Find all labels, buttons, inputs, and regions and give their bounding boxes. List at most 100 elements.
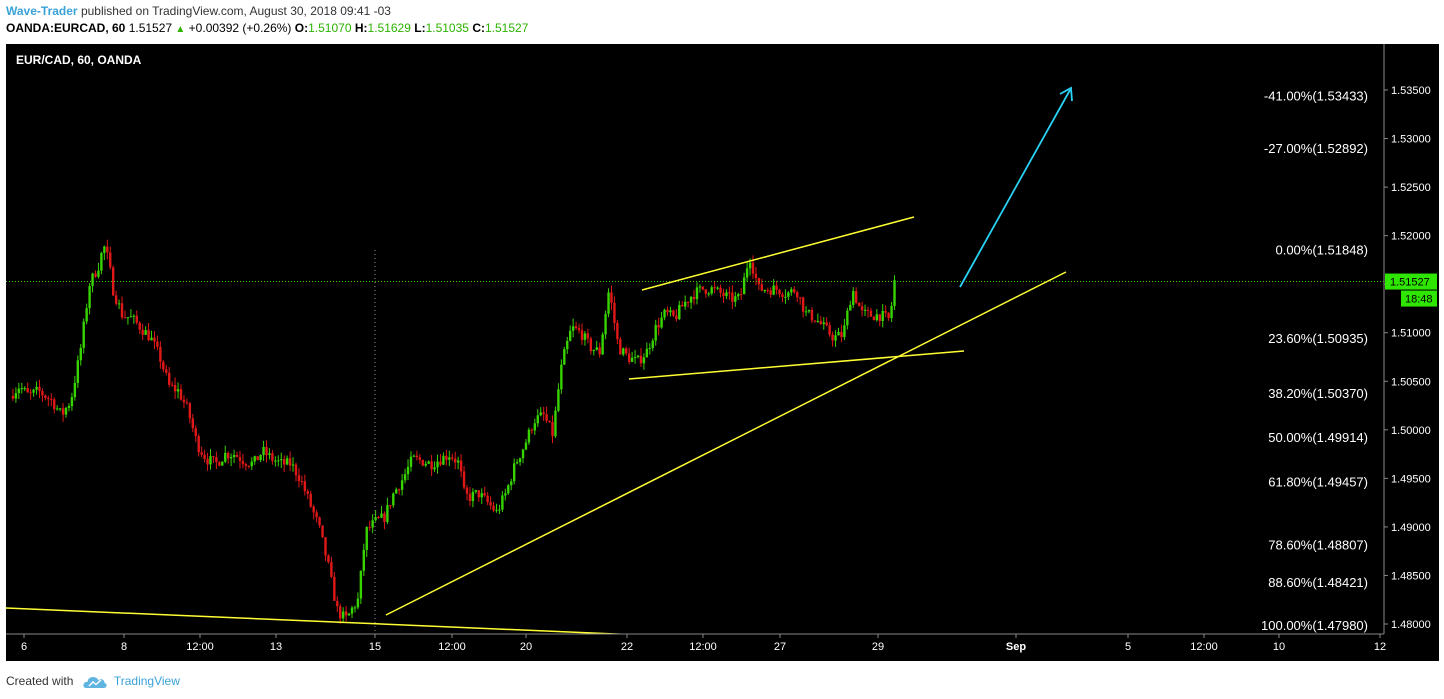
candle-body [44, 395, 47, 398]
last-price-badge-label: 1.51527 [1390, 277, 1430, 289]
time-tick-label: 12:00 [186, 641, 214, 653]
lower-support-trendline [6, 607, 663, 637]
candle-body [153, 337, 156, 342]
candle-body [318, 517, 321, 526]
candle-body [58, 408, 62, 410]
candle-body [707, 293, 710, 295]
candle-body [224, 452, 227, 462]
candle-body [395, 489, 398, 494]
projection-arrowhead [1059, 86, 1073, 102]
candle-body [132, 315, 136, 317]
candle-body [563, 349, 566, 365]
time-tick-label: 29 [872, 641, 884, 653]
candle-body [840, 331, 843, 337]
tradingview-cloud-icon [83, 676, 107, 688]
candle-body [492, 505, 495, 511]
time-tick-label: 12:00 [1190, 641, 1218, 653]
candle-body [772, 285, 775, 295]
candle-body [371, 520, 374, 528]
candle-body [586, 333, 590, 339]
candle-body [448, 457, 451, 460]
candle-body [430, 461, 433, 470]
candle-body [82, 321, 85, 348]
candle-body [392, 493, 395, 506]
candle-body [324, 537, 327, 556]
candle-body [389, 505, 392, 507]
price-tick-label: 1.51000 [1391, 328, 1431, 340]
candle-body [807, 309, 811, 312]
candle-body [731, 292, 734, 302]
candle-body [813, 320, 817, 322]
price-tick-label: 1.50000 [1391, 425, 1431, 437]
candle-body [654, 325, 657, 341]
candle-body [480, 493, 483, 498]
publish-header: Wave-Trader published on TradingView.com… [6, 4, 391, 18]
close-value: 1.51527 [484, 21, 529, 35]
candle-body [29, 392, 32, 394]
author-link[interactable]: Wave-Trader [6, 4, 78, 18]
fib-level-label: 50.00%(1.49914) [1268, 430, 1368, 445]
candle-body [486, 495, 489, 503]
price-tick-label: 1.49500 [1391, 473, 1431, 485]
candle-body [760, 284, 764, 291]
candle-body [852, 291, 855, 305]
candle-body [232, 454, 236, 458]
price-tick-label: 1.52500 [1391, 182, 1431, 194]
candle-body [353, 607, 357, 609]
candle-body [613, 302, 616, 323]
candle-body [294, 464, 298, 476]
candle-body [341, 611, 345, 619]
candle-body [734, 296, 737, 302]
fib-level-label: 23.60%(1.50935) [1268, 331, 1368, 346]
candle-body [518, 458, 522, 463]
chart-canvas[interactable]: 1.535001.530001.525001.520001.515001.510… [6, 44, 1439, 661]
candle-body [477, 490, 480, 498]
chart-frame[interactable]: 1.535001.530001.525001.520001.515001.510… [6, 44, 1439, 661]
candle-body [356, 598, 360, 608]
candle-body [601, 334, 604, 355]
candle-body [740, 294, 743, 296]
candle-body [801, 297, 805, 312]
candle-body [397, 489, 401, 491]
candle-body [857, 302, 861, 307]
candle-body [50, 398, 53, 400]
candle-body [229, 457, 233, 459]
fib-level-label: 88.60%(1.48421) [1268, 575, 1368, 590]
price-tick-label: 1.48000 [1391, 619, 1431, 631]
candle-body [339, 606, 342, 619]
candle-body [660, 317, 663, 328]
candle-body [831, 334, 834, 341]
time-tick-label: 6 [21, 641, 27, 653]
candle-body [253, 456, 256, 462]
time-axis-bg[interactable] [6, 634, 1439, 661]
candle-body [277, 460, 280, 462]
tradingview-link[interactable]: TradingView [113, 674, 180, 688]
candle-body [893, 280, 896, 307]
candle-body [268, 453, 271, 456]
candle-body [445, 455, 448, 460]
price-axis-bg[interactable] [1384, 44, 1439, 661]
candle-body [17, 388, 21, 394]
candle-body [781, 294, 784, 297]
candle-body [103, 246, 106, 253]
candle-body [53, 399, 56, 410]
candle-body [669, 310, 672, 313]
candle-body [577, 328, 581, 331]
candle-body [215, 457, 218, 463]
candle-body [465, 487, 469, 494]
candle-body [630, 357, 634, 362]
candle-body [527, 429, 531, 443]
candle-body [498, 509, 501, 511]
candle-body [111, 267, 115, 296]
candle-body [471, 491, 475, 502]
candle-body [672, 310, 675, 316]
candle-body [745, 268, 749, 278]
candle-body [209, 456, 212, 465]
candle-body [689, 296, 693, 303]
candle-body [890, 306, 893, 319]
candle-body [642, 357, 646, 364]
candle-body [566, 340, 569, 350]
candle-body [719, 287, 722, 293]
price-tick-label: 1.52000 [1391, 231, 1431, 243]
candle-body [763, 290, 766, 292]
